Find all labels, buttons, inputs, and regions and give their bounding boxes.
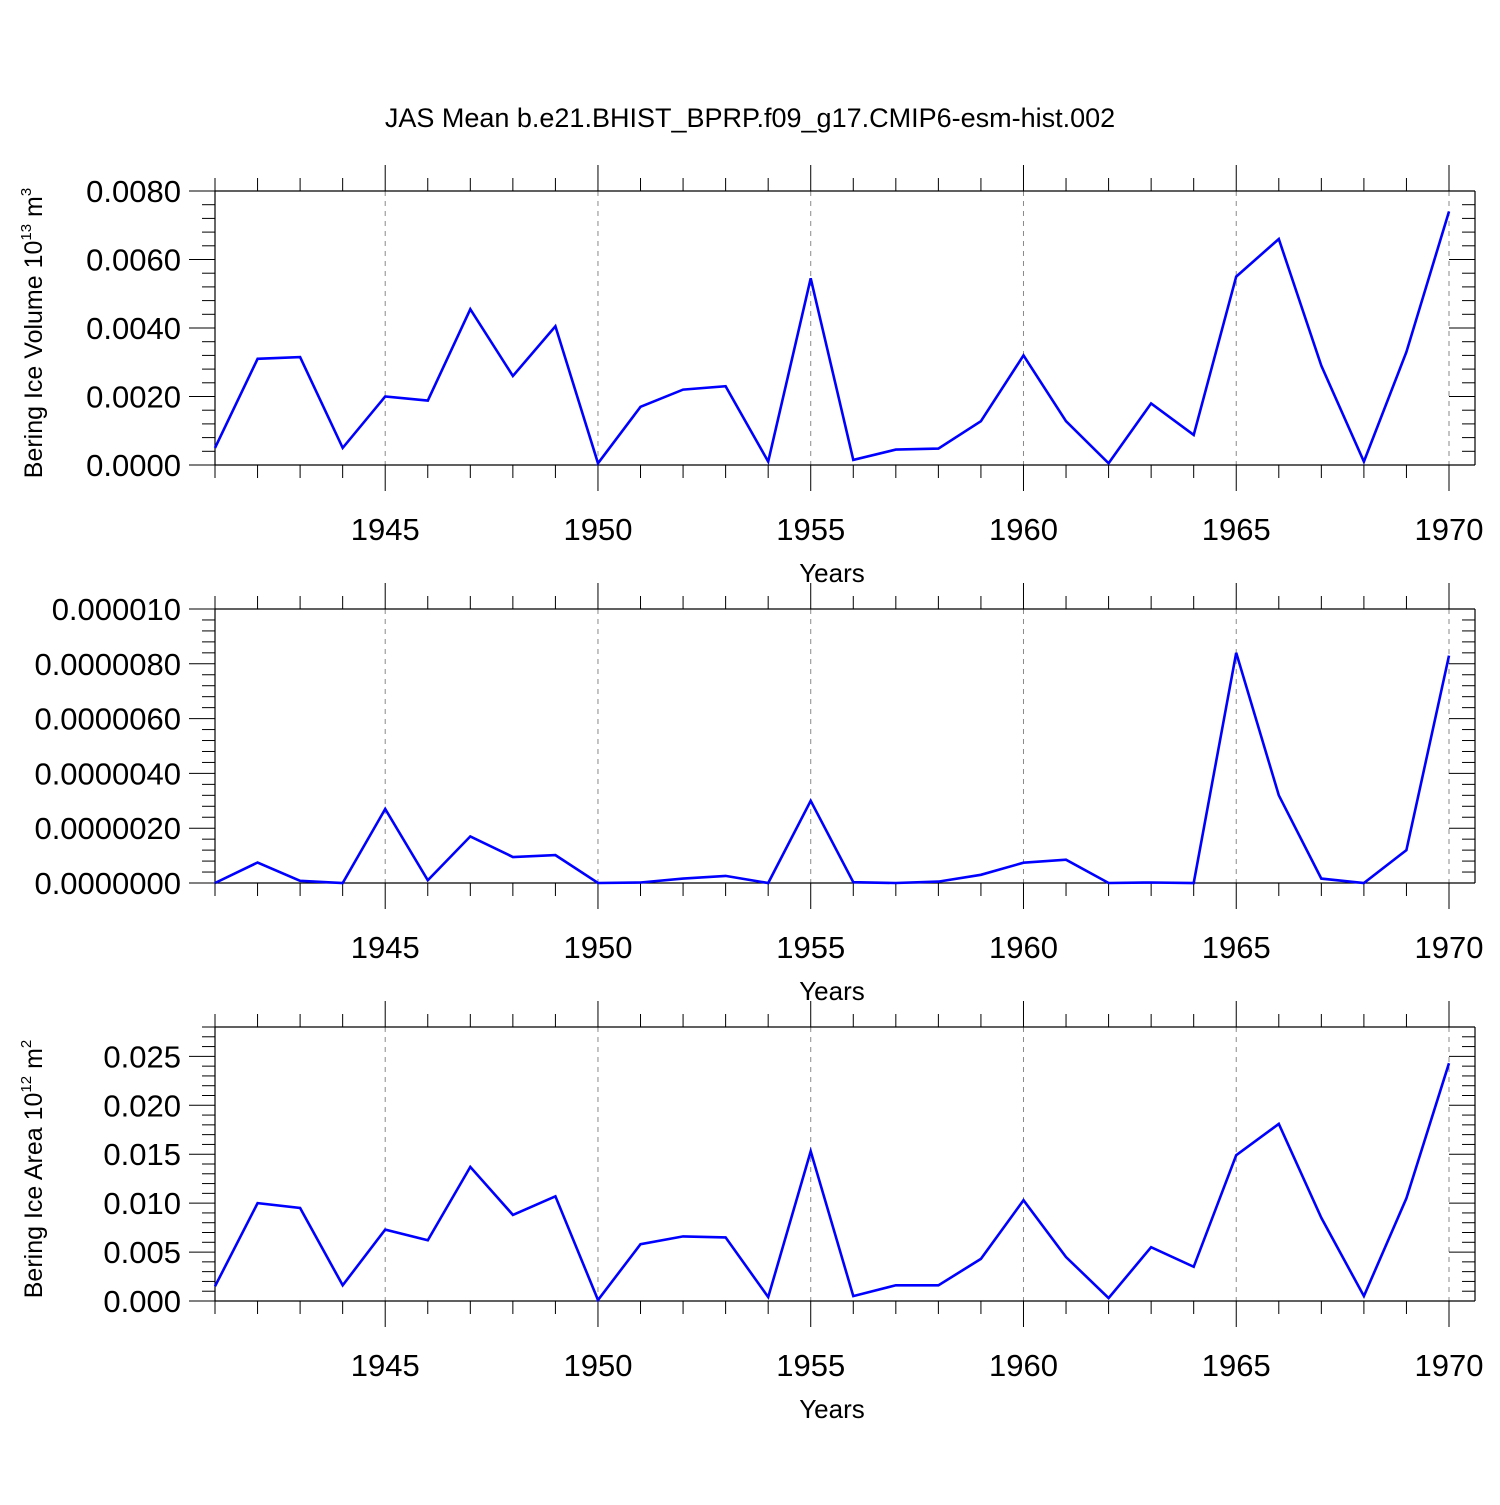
x-tick-label: 1955 <box>776 1348 845 1383</box>
x-tick-label: 1955 <box>776 512 845 547</box>
y-tick-label: 0.000010 <box>52 592 181 627</box>
y-tick-label: 0.020 <box>103 1088 181 1123</box>
x-tick-label: 1950 <box>563 1348 632 1383</box>
y-tick-label: 0.0000060 <box>34 702 181 737</box>
x-tick-label: 1960 <box>989 512 1058 547</box>
x-tick-label: 1945 <box>351 1348 420 1383</box>
y-tick-label: 0.0000080 <box>34 647 181 682</box>
x-tick-label: 1970 <box>1415 512 1484 547</box>
y-axis-label: Bering Ice Area 1012 m2 <box>18 1040 48 1299</box>
y-axis-label: Bering Ice Volume 1013 m3 <box>18 188 48 478</box>
y-tick-label: 0.015 <box>103 1137 181 1172</box>
y-tick-label: 0.0060 <box>86 243 181 278</box>
x-tick-label: 1965 <box>1202 930 1271 965</box>
x-tick-label: 1945 <box>351 512 420 547</box>
y-tick-label: 0.0020 <box>86 380 181 415</box>
x-tick-label: 1955 <box>776 930 845 965</box>
y-tick-label: 0.0000000 <box>34 866 181 901</box>
y-tick-label: 0.010 <box>103 1186 181 1221</box>
x-axis-label: Years <box>799 558 865 588</box>
y-tick-label: 0.0000020 <box>34 811 181 846</box>
x-tick-label: 1960 <box>989 930 1058 965</box>
x-tick-label: 1950 <box>563 512 632 547</box>
x-tick-label: 1950 <box>563 930 632 965</box>
panel-series-2: 1945 1950 1955 1960 1965 1970 Years 0.0000000 0.… <box>34 583 1483 1006</box>
series-line <box>213 1062 1451 1303</box>
x-tick-label: 1965 <box>1202 1348 1271 1383</box>
x-tick-label: 1970 <box>1415 1348 1484 1383</box>
series-line <box>213 211 1451 467</box>
x-axis-label: Years <box>799 976 865 1006</box>
y-tick-label: 0.0080 <box>86 174 181 209</box>
y-tick-label: 0.0040 <box>86 311 181 346</box>
y-tick-label: 0.000 <box>103 1284 181 1319</box>
chart-title: JAS Mean b.e21.BHIST_BPRP.f09_g17.CMIP6-… <box>385 103 1115 133</box>
x-tick-label: 1960 <box>989 1348 1058 1383</box>
y-tick-label: 0.005 <box>103 1235 181 1270</box>
y-tick-label: 0.025 <box>103 1039 181 1074</box>
x-tick-label: 1970 <box>1415 930 1484 965</box>
y-tick-label: 0.0000040 <box>34 756 181 791</box>
panel-ice-volume: 1945 1950 1955 1960 1965 1970 Years 0.0000 0.002… <box>18 165 1483 588</box>
x-axis-label: Years <box>799 1394 865 1424</box>
panel-ice-area: 1945 1950 1955 1960 1965 1970 Years 0.000 0.005 0… <box>18 1001 1483 1424</box>
x-tick-label: 1945 <box>351 930 420 965</box>
y-tick-label: 0.0000 <box>86 448 181 483</box>
series-line <box>214 652 1451 885</box>
x-tick-label: 1965 <box>1202 512 1271 547</box>
